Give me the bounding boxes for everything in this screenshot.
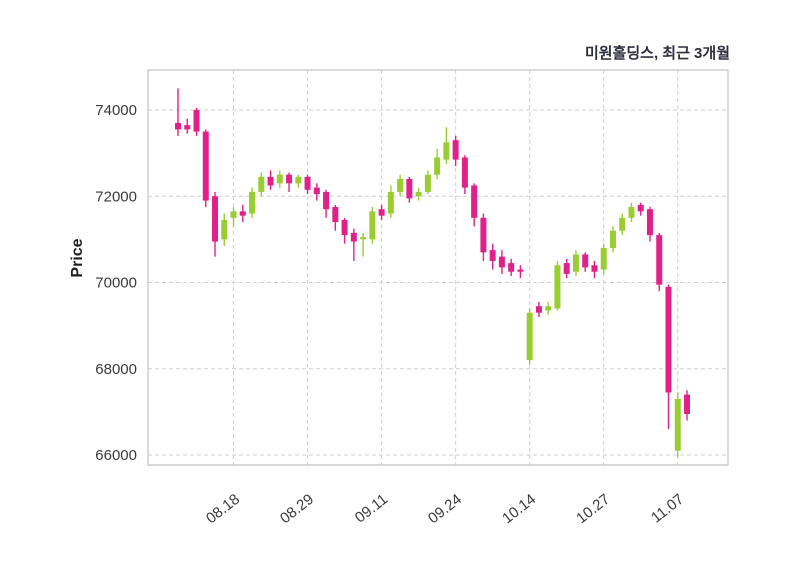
candle-body-up [674, 398, 681, 451]
candle-body-down [665, 286, 672, 393]
candle-body-down [646, 209, 653, 236]
candle-body-up [443, 142, 450, 160]
x-tick-label: 11.07 [648, 491, 687, 527]
candle-body-down [517, 269, 524, 272]
y-tick-label: 74000 [95, 102, 137, 119]
candle-body-up [628, 207, 635, 218]
candle-body-up [424, 174, 431, 192]
candle-body-down [582, 254, 589, 268]
candle-body-up [609, 230, 616, 248]
candle-body-down [684, 394, 690, 415]
candle-body-down [498, 256, 505, 268]
candle-body-up [545, 306, 552, 311]
candle-body-up [369, 211, 376, 240]
chart-title: 미원홀딩스, 최근 3개월 [584, 45, 730, 62]
candle-body-down [489, 250, 496, 261]
x-tick-label: 08.29 [277, 491, 317, 528]
candle-body-down [313, 187, 320, 195]
candle-body-up [360, 237, 367, 240]
candle-body-down [332, 207, 339, 223]
candle-body-up [415, 191, 422, 197]
candle-body-down [212, 196, 219, 242]
candle-body-down [378, 209, 385, 216]
candle-body-down [508, 263, 515, 272]
candle-body-down [452, 140, 459, 160]
y-tick-label: 66000 [95, 447, 137, 464]
candle-body-down [239, 211, 246, 216]
candle-body-down [637, 204, 644, 212]
candle-body-up [554, 265, 561, 309]
candle-body-down [341, 219, 348, 236]
candle-body-up [221, 219, 228, 240]
candle-body-down [323, 191, 330, 210]
x-tick-label: 09.11 [352, 491, 391, 527]
candle-body-down [563, 263, 570, 274]
candle-body-down [267, 176, 274, 186]
plot-frame [147, 69, 729, 466]
x-tick-label: 10.14 [499, 491, 539, 528]
candle-body-down [350, 232, 357, 242]
x-tick-label: 09.24 [425, 491, 465, 528]
candle-body-up [295, 176, 302, 184]
candle-body-down [286, 174, 293, 184]
y-tick-label: 72000 [95, 188, 137, 205]
candle-body-down [656, 235, 663, 285]
candle-body-down [591, 265, 598, 272]
candle-body-up [387, 191, 394, 214]
candle-body-down [480, 217, 487, 253]
candle-body-down [304, 176, 311, 190]
candle-body-up [258, 176, 265, 192]
candle-body-up [397, 179, 404, 192]
candle-body-up [526, 312, 533, 361]
x-tick-label: 08.18 [203, 491, 243, 528]
candle-body-up [249, 191, 256, 214]
candle-body-down [535, 306, 542, 313]
candle-body-down [184, 125, 191, 130]
candle-body-up [434, 157, 441, 175]
candle-body-up [276, 174, 283, 184]
y-tick-label: 68000 [95, 361, 137, 378]
candle-body-up [230, 211, 237, 218]
candle-body-down [461, 157, 468, 188]
candle-body-down [471, 185, 478, 218]
candle-body-up [619, 217, 626, 231]
candle-body-down [193, 110, 200, 132]
candle-body-up [572, 254, 579, 272]
candle-body-down [202, 131, 209, 201]
y-tick-label: 70000 [95, 275, 137, 292]
x-tick-label: 10.27 [573, 491, 613, 528]
candle-body-down [175, 122, 181, 130]
candle-body-down [406, 179, 413, 199]
candle-body-up [600, 248, 607, 270]
